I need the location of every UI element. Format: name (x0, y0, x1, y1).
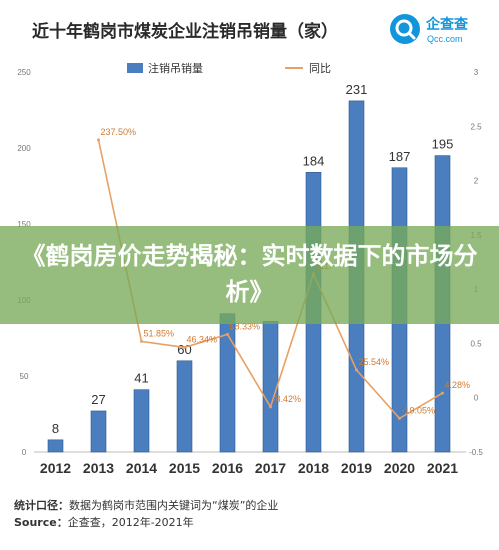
bar-value-label: 27 (91, 392, 105, 407)
footer-text-2: 企查查，2012年-2021年 (67, 516, 194, 529)
line-value-label: 46.34% (187, 334, 218, 344)
y-tick-label-left: 0 (22, 448, 27, 457)
chart-axes: 050100150200250-0.500.511.522.5320122013… (17, 68, 483, 476)
y-tick-label-right: 2 (474, 177, 479, 186)
line-point (226, 332, 229, 336)
line-point (398, 416, 401, 420)
y-tick-label-right: 3 (474, 68, 479, 77)
y-tick-label-right: 0 (474, 394, 479, 403)
line-value-label: -19.05% (402, 405, 436, 415)
bar-value-label: 8 (52, 421, 59, 436)
x-tick-label: 2012 (40, 460, 71, 476)
footer: 统计口径：数据为鹤岗市范围内关键词为“煤炭”的企业 Source：企查查，201… (14, 497, 278, 531)
logo-name: 企查查 (426, 17, 468, 33)
footer-line-1: 统计口径：数据为鹤岗市范围内关键词为“煤炭”的企业 (14, 497, 278, 514)
chart-legend: 注销吊销量 同比 (127, 61, 331, 75)
bar-value-label: 41 (134, 371, 148, 386)
x-tick-label: 2014 (126, 460, 157, 476)
legend-line-label: 同比 (309, 62, 331, 75)
x-tick-label: 2018 (298, 460, 329, 476)
x-tick-label: 2021 (427, 460, 458, 476)
header: 近十年鹤岗市煤炭企业注销吊销量（家） 企查查 Qcc.com (0, 0, 499, 56)
headline-text: 《鹤岗房价走势揭秘：实时数据下的市场分析》 (21, 242, 478, 306)
bar (47, 439, 64, 453)
line-value-label: 58.33% (230, 321, 261, 331)
chart-title: 近十年鹤岗市煤炭企业注销吊销量（家） (32, 22, 338, 42)
bar (176, 360, 193, 453)
footer-line-2: Source：企查查，2012年-2021年 (14, 514, 278, 531)
line-point (140, 339, 143, 343)
y-tick-label-left: 200 (17, 144, 31, 153)
bar (262, 320, 279, 453)
line-value-label: -8.42% (273, 394, 302, 404)
x-tick-label: 2017 (255, 460, 286, 476)
bar (133, 389, 150, 453)
qcc-logo: 企查查 Qcc.com (390, 12, 486, 48)
footer-label-1: 统计口径： (14, 499, 69, 512)
bar (90, 410, 107, 453)
y-tick-label-left: 250 (17, 68, 31, 77)
line-value-label: 25.54% (359, 357, 390, 367)
line-point (97, 138, 100, 142)
y-tick-label-right: 0.5 (470, 339, 482, 348)
line-point (269, 405, 272, 409)
x-tick-label: 2019 (341, 460, 372, 476)
bar-value-label: 231 (346, 82, 368, 97)
footer-label-2: Source： (14, 516, 68, 529)
x-tick-label: 2016 (212, 460, 243, 476)
qcc-logo-icon (390, 14, 420, 44)
bar-value-label: 195 (432, 137, 454, 152)
footer-text-1: 数据为鹤岗市范围内关键词为“煤炭”的企业 (69, 499, 279, 512)
y-tick-label-right: 2.5 (470, 122, 482, 131)
headline-banner: 《鹤岗房价走势揭秘：实时数据下的市场分析》 (0, 226, 499, 324)
bar-value-label: 184 (303, 153, 325, 168)
logo-domain: Qcc.com (427, 34, 463, 44)
x-tick-label: 2020 (384, 460, 415, 476)
legend-bar-label: 注销吊销量 (148, 61, 203, 75)
line-point (355, 368, 358, 372)
y-tick-label-right: -0.5 (469, 448, 483, 457)
line-value-label: 237.50% (101, 127, 137, 137)
line-point (183, 345, 186, 349)
bar-value-label: 187 (389, 149, 411, 164)
x-tick-label: 2013 (83, 460, 114, 476)
legend-bar-swatch (127, 63, 143, 73)
x-tick-label: 2015 (169, 460, 200, 476)
line-value-label: 51.85% (144, 328, 175, 338)
line-value-label: 4.28% (445, 380, 471, 390)
y-tick-label-left: 150 (17, 220, 31, 229)
line-point (441, 391, 444, 395)
y-tick-label-left: 50 (20, 372, 29, 381)
